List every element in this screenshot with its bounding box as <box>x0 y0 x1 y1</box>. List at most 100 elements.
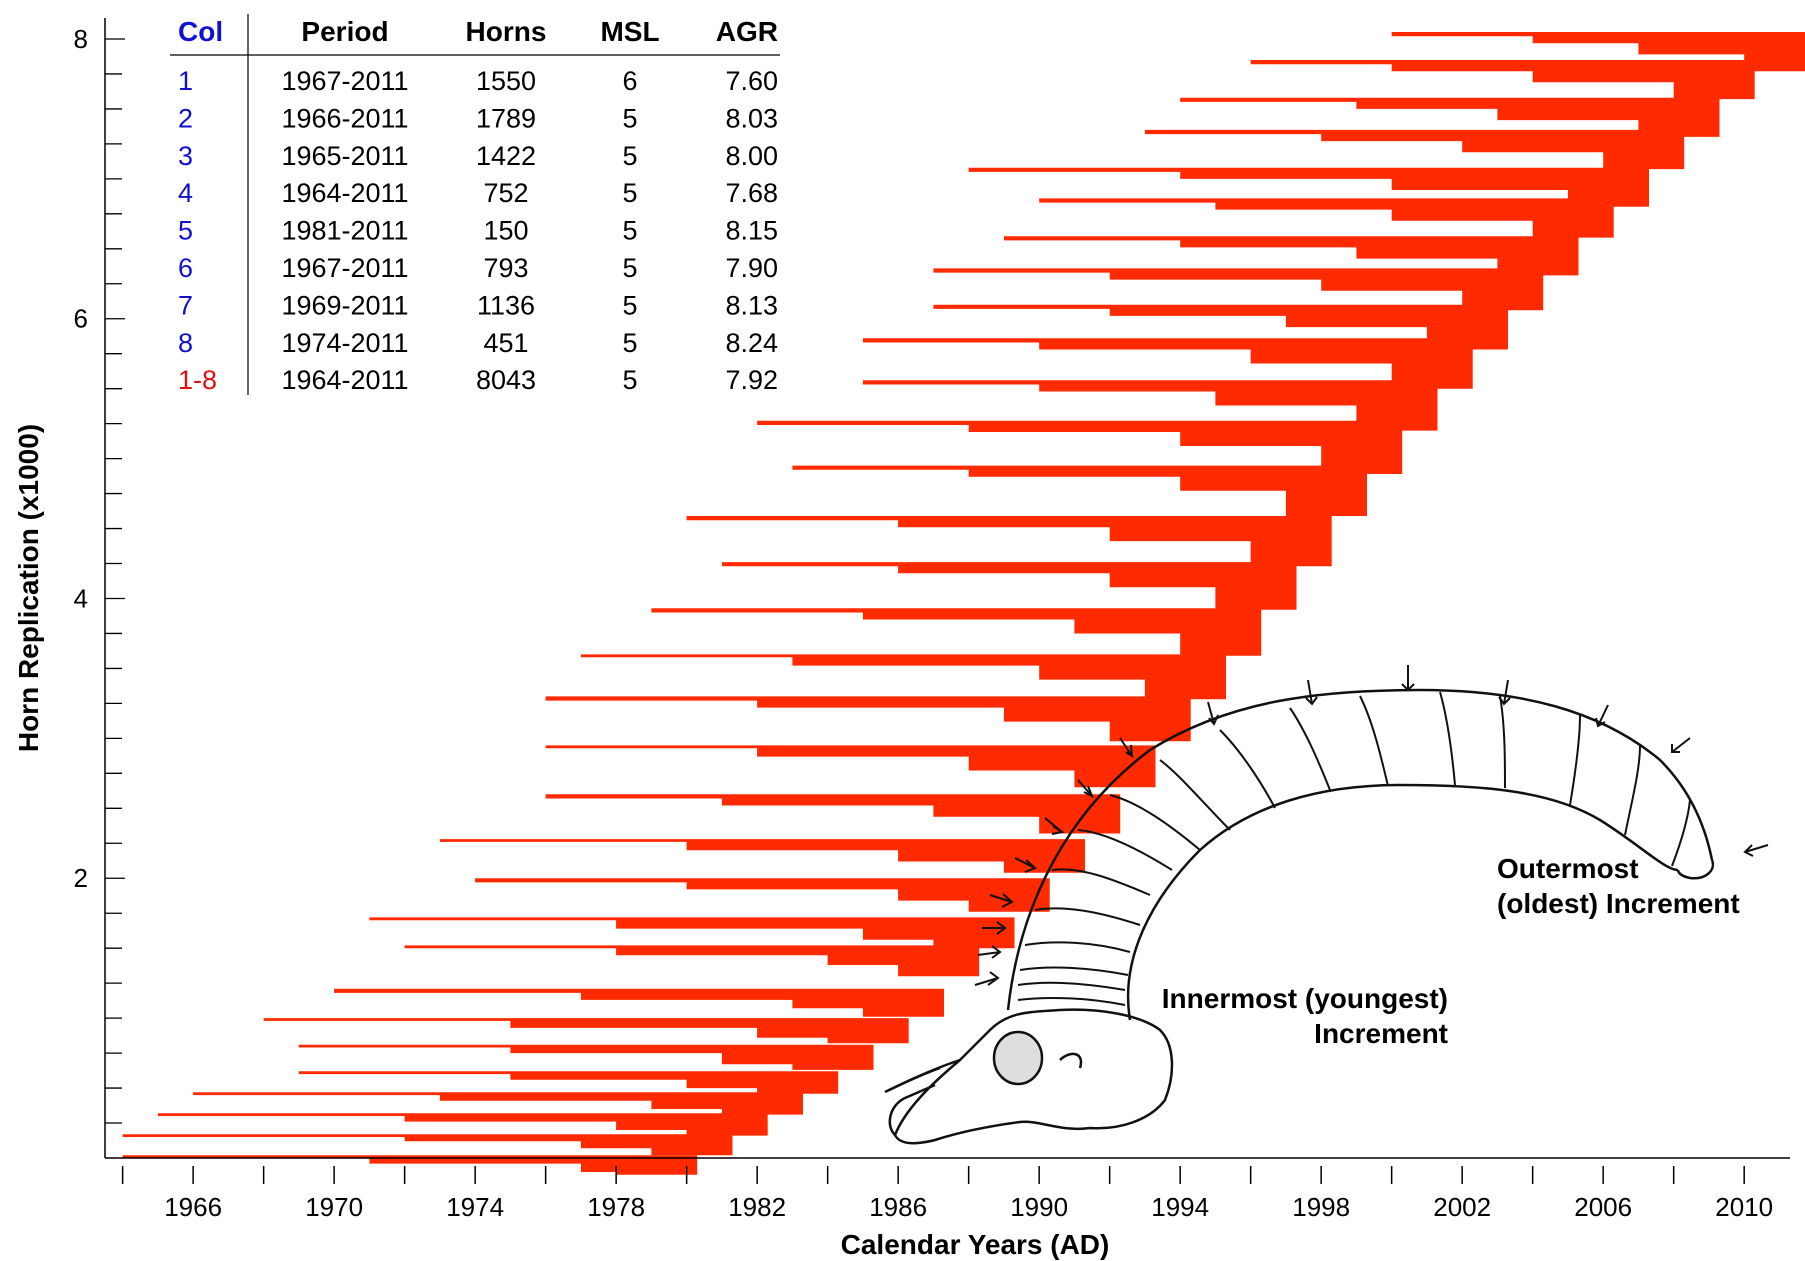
axes-layer <box>104 18 1790 1159</box>
horn-series-bar <box>475 878 1050 912</box>
annotations: Outermost (oldest) Increment Innermost (… <box>1162 853 1740 1049</box>
table-cell: 5 <box>622 141 637 171</box>
horn-series-2 <box>122 1134 733 1156</box>
table-cell: 150 <box>483 216 528 246</box>
horn-series-bar <box>1003 236 1579 276</box>
horn-series-20 <box>792 465 1367 516</box>
horn-series-bar <box>862 380 1438 431</box>
table-cell: 1966-2011 <box>281 103 408 133</box>
horn-series-13 <box>545 794 1121 834</box>
table-cell: 1969-2011 <box>281 290 408 320</box>
y-axis-title: Horn Replication (x1000) <box>13 424 44 752</box>
horn-series-bar <box>968 167 1649 207</box>
x-tick-label: 2010 <box>1715 1192 1773 1222</box>
table-cell: 8.03 <box>725 103 778 133</box>
table-cell: 752 <box>483 178 528 208</box>
table-cell: 5 <box>622 178 637 208</box>
horn-series-bar <box>792 465 1367 516</box>
skull-jaw <box>884 1058 961 1094</box>
annotation-innermost-line1: Innermost (youngest) <box>1162 983 1448 1014</box>
table-header-period: Period <box>301 16 388 47</box>
table-cell: 5 <box>622 216 637 246</box>
table-cell: 1789 <box>476 103 536 133</box>
horn-series-19 <box>686 516 1332 567</box>
horn-series-bar <box>1250 60 1755 100</box>
x-ticks: 1966 1970 1974 1978 1982 1986 1990 1994 1998 2002… <box>121 1166 1773 1222</box>
horn-series-bar <box>651 608 1262 656</box>
table-cell: 793 <box>483 253 528 283</box>
y-tick-label: 6 <box>74 304 88 334</box>
table-col-id: 1 <box>178 66 193 96</box>
x-tick-label: 1994 <box>1151 1192 1209 1222</box>
table-col-id: 8 <box>178 328 193 358</box>
horn-outer-edge <box>1006 688 1714 1011</box>
summary-table: Col Period Horns MSL AGR 1 1967-2011 1550 6 7.60 2… <box>170 14 780 395</box>
table-cell: 1964-2011 <box>281 365 408 395</box>
horn-series-9 <box>404 945 980 977</box>
bars-layer <box>122 32 1805 1175</box>
annotation-innermost-line2: Increment <box>1314 1018 1448 1049</box>
horn-series-32 <box>1391 32 1805 72</box>
y-tick-label: 4 <box>74 583 88 613</box>
horn-series-bar <box>721 562 1297 610</box>
x-tick-label: 1974 <box>446 1192 504 1222</box>
horn-series-bar <box>439 839 1085 873</box>
table-cell: 7.68 <box>725 178 778 208</box>
horn-series-22 <box>862 380 1438 431</box>
horn-series-bar <box>193 1092 804 1115</box>
table-header-horns: Horns <box>466 16 547 47</box>
table-cell: 1974-2011 <box>281 328 408 358</box>
skull-snout <box>888 1083 936 1136</box>
horn-series-bar <box>545 794 1121 834</box>
table-col-id: 6 <box>178 253 193 283</box>
y-tick-label: 2 <box>74 863 88 893</box>
x-tick-label: 1978 <box>587 1192 645 1222</box>
horn-series-bar <box>369 917 1015 949</box>
ear <box>1059 1052 1083 1069</box>
horn-series-bar <box>933 268 1544 311</box>
x-axis-title: Calendar Years (AD) <box>841 1229 1110 1260</box>
table-cell: 5 <box>622 365 637 395</box>
table-col-id: 1-8 <box>178 365 217 395</box>
horn-series-10 <box>369 917 1015 949</box>
horn-series-25 <box>933 268 1544 311</box>
horn-series-bar <box>545 696 1191 742</box>
horn-series-bar <box>263 1018 909 1044</box>
increment-arrows <box>974 665 1769 986</box>
horn-series-14 <box>545 745 1156 788</box>
x-tick-label: 1966 <box>164 1192 222 1222</box>
table-cell: 7.92 <box>725 365 778 395</box>
horn-series-bar <box>404 945 980 977</box>
horn-series-bar <box>1039 198 1614 238</box>
table-cell: 7.90 <box>725 253 778 283</box>
horn-series-bar <box>545 745 1156 788</box>
horn-series-3 <box>157 1113 768 1136</box>
horn-series-23 <box>862 338 1473 389</box>
annotation-outermost-line2: (oldest) Increment <box>1497 888 1740 919</box>
table-header-msl: MSL <box>600 16 659 47</box>
horn-series-11 <box>475 878 1050 912</box>
table-cell: 8043 <box>476 365 536 395</box>
horn-ridges <box>1017 691 1691 1006</box>
table-cell: 8.24 <box>725 328 778 358</box>
horn-series-21 <box>757 420 1403 474</box>
horn-series-16 <box>580 654 1226 700</box>
table-cell: 8.00 <box>725 141 778 171</box>
horn-series-24 <box>933 304 1508 350</box>
table-header-col: Col <box>178 16 223 47</box>
table-cell: 8.13 <box>725 290 778 320</box>
table-cell: 5 <box>622 253 637 283</box>
x-tick-label: 1998 <box>1292 1192 1350 1222</box>
horn-series-5 <box>298 1071 839 1094</box>
horn-series-bar <box>298 1071 839 1094</box>
table-cell: 8.15 <box>725 216 778 246</box>
table-col-id: 5 <box>178 216 193 246</box>
horn-series-6 <box>298 1044 874 1070</box>
table-cell: 1965-2011 <box>281 141 408 171</box>
horn-series-bar <box>1180 97 1720 137</box>
table-cell: 1422 <box>476 141 536 171</box>
table-cell: 6 <box>622 66 637 96</box>
annotation-outermost-line1: Outermost <box>1497 853 1639 884</box>
table-cell: 1550 <box>476 66 536 96</box>
